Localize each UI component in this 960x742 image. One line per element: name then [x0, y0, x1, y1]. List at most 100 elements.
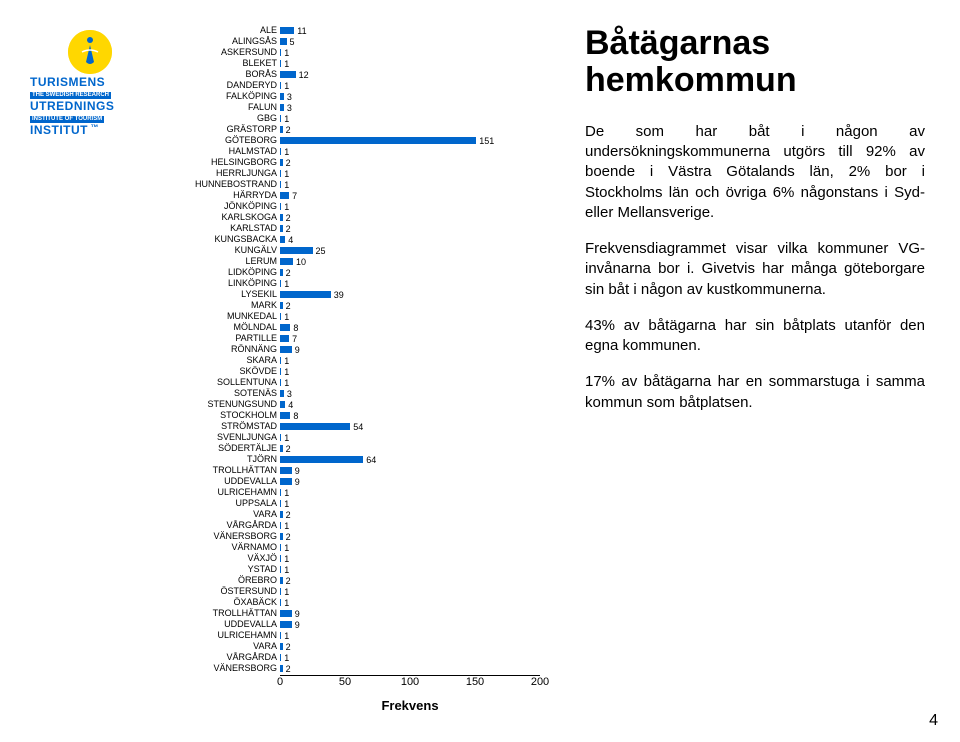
category-label: FALKÖPING [160, 91, 280, 102]
bar [280, 500, 281, 507]
category-label: KUNGSBACKA [160, 234, 280, 245]
logo-circle-icon [68, 30, 112, 74]
category-label: MARK [160, 300, 280, 311]
axis-tick: 150 [466, 676, 484, 688]
bar-value: 2 [286, 158, 291, 168]
bar-value: 1 [284, 48, 289, 58]
bar-row: 8 [280, 322, 540, 333]
bar-value: 1 [284, 631, 289, 641]
bar-row: 10 [280, 256, 540, 267]
bar-value: 1 [284, 488, 289, 498]
bar-row: 7 [280, 190, 540, 201]
bar [280, 533, 283, 540]
bar [280, 170, 281, 177]
category-label: VÄNERSBORG [160, 531, 280, 542]
bar-value: 8 [293, 323, 298, 333]
category-label: KARLSKOGA [160, 212, 280, 223]
bar-row: 5 [280, 36, 540, 47]
bar-value: 39 [334, 290, 344, 300]
bar-value: 151 [479, 136, 494, 146]
bar-value: 54 [353, 422, 363, 432]
bar [280, 38, 287, 45]
axis-tick: 100 [401, 676, 419, 688]
bar [280, 247, 313, 254]
bar-value: 2 [286, 510, 291, 520]
bar [280, 467, 292, 474]
bar [280, 225, 283, 232]
bar-row: 3 [280, 388, 540, 399]
bar [280, 302, 283, 309]
bar-value: 9 [295, 620, 300, 630]
bar-value: 2 [286, 213, 291, 223]
bar-value: 9 [295, 609, 300, 619]
category-label: KUNGÄLV [160, 245, 280, 256]
category-label: SVENLJUNGA [160, 432, 280, 443]
bar-row: 1 [280, 168, 540, 179]
bar [280, 621, 292, 628]
category-label: VÅRGÅRDA [160, 652, 280, 663]
bar-value: 1 [284, 279, 289, 289]
bar [280, 269, 283, 276]
bar [280, 71, 296, 78]
bar-row: 9 [280, 608, 540, 619]
axis-tick: 0 [277, 676, 283, 688]
frequency-chart: ALEALINGSÅSASKERSUNDBLEKETBORÅSDANDERYDF… [160, 25, 560, 685]
bar-value: 3 [287, 103, 292, 113]
bar-row: 4 [280, 399, 540, 410]
bar-row: 2 [280, 157, 540, 168]
bar-row: 2 [280, 509, 540, 520]
x-axis: 0 50 100 150 200 Frekvens [280, 675, 540, 695]
logo-line3: INSTITUT [30, 123, 88, 137]
category-label: HELSINGBORG [160, 157, 280, 168]
bar-value: 2 [286, 301, 291, 311]
bar [280, 577, 283, 584]
bar [280, 236, 285, 243]
bar-row: 9 [280, 619, 540, 630]
bar-value: 1 [284, 81, 289, 91]
bar-row: 2 [280, 443, 540, 454]
bar [280, 181, 281, 188]
bar-value: 7 [292, 191, 297, 201]
bar-value: 2 [286, 664, 291, 674]
category-label: VARA [160, 641, 280, 652]
category-label: DANDERYD [160, 80, 280, 91]
bar [280, 159, 283, 166]
bar-value: 1 [284, 378, 289, 388]
category-label: SÖDERTÄLJE [160, 443, 280, 454]
bar-row: 2 [280, 223, 540, 234]
bar [280, 522, 281, 529]
bar-row: 151 [280, 135, 540, 146]
bar [280, 357, 281, 364]
bar [280, 82, 281, 89]
bar-row: 2 [280, 663, 540, 674]
category-label: VÄXJÖ [160, 553, 280, 564]
bar-value: 9 [295, 345, 300, 355]
category-label: ALINGSÅS [160, 36, 280, 47]
bar-row: 39 [280, 289, 540, 300]
bar [280, 665, 283, 672]
category-label: LIDKÖPING [160, 267, 280, 278]
bar-value: 2 [286, 576, 291, 586]
category-label: LYSEKIL [160, 289, 280, 300]
bar-row: 3 [280, 91, 540, 102]
category-label: TROLLHÄTTAN [160, 608, 280, 619]
bar-value: 2 [286, 268, 291, 278]
bar [280, 632, 281, 639]
bar [280, 203, 281, 210]
bar-row: 25 [280, 245, 540, 256]
bar-value: 4 [288, 235, 293, 245]
logo-sub2: INSTITUTE OF TOURISM [30, 116, 104, 123]
bar-row: 1 [280, 542, 540, 553]
logo-sub1: THE SWEDISH RESEARCH [30, 92, 111, 99]
bar [280, 456, 363, 463]
category-label: PARTILLE [160, 333, 280, 344]
bar-value: 1 [284, 59, 289, 69]
bar-value: 3 [287, 389, 292, 399]
paragraph-1: De som har båt i någon av undersökningsk… [585, 122, 925, 223]
bar-value: 2 [286, 642, 291, 652]
bar-value: 1 [284, 587, 289, 597]
category-label: SKÖVDE [160, 366, 280, 377]
bar-value: 2 [286, 532, 291, 542]
bar-value: 1 [284, 202, 289, 212]
bar-value: 1 [284, 565, 289, 575]
